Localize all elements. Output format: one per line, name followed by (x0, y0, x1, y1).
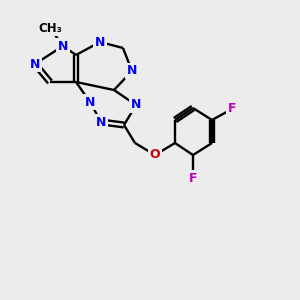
Text: N: N (30, 58, 40, 70)
Text: N: N (85, 95, 95, 109)
Text: N: N (96, 116, 106, 128)
Text: CH₃: CH₃ (38, 22, 62, 34)
Text: N: N (131, 98, 141, 112)
Text: N: N (127, 64, 137, 77)
Text: N: N (58, 40, 68, 52)
Text: O: O (150, 148, 160, 161)
Text: CH₃: CH₃ (38, 22, 62, 34)
Text: F: F (189, 172, 197, 184)
Text: N: N (95, 35, 105, 49)
Text: F: F (228, 103, 236, 116)
